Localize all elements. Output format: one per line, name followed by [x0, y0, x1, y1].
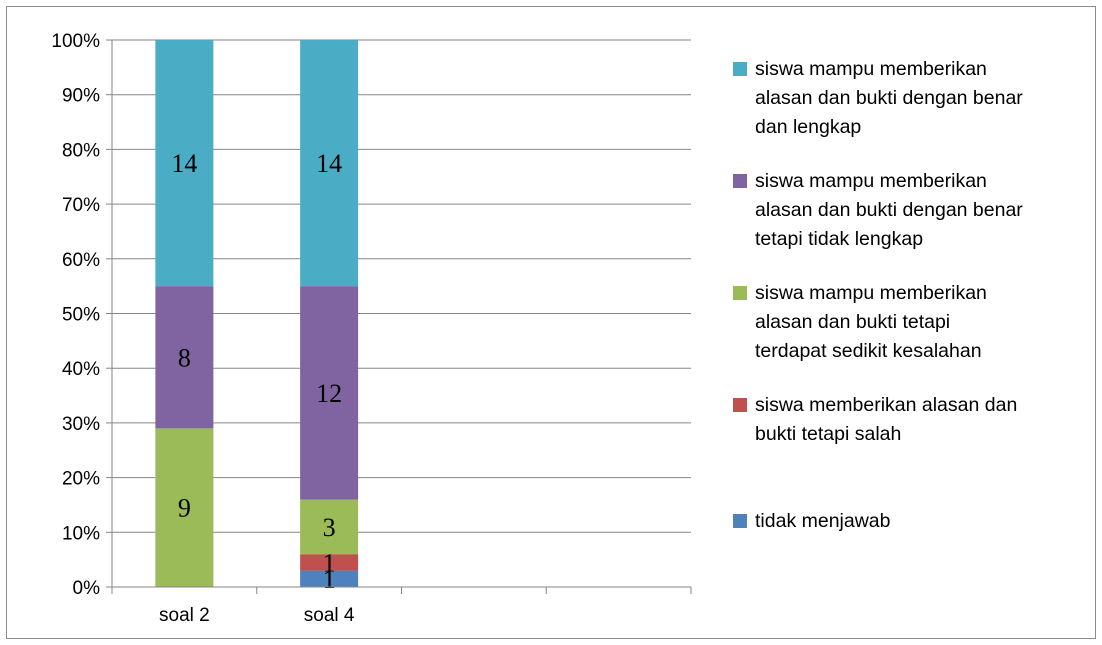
legend-swatch — [733, 62, 747, 76]
legend-label: dan lengkap — [755, 116, 861, 138]
bar-segment — [300, 570, 359, 587]
legend-label: tidak menjawab — [755, 510, 891, 532]
bar-segment — [300, 554, 359, 571]
y-tick-label: 90% — [62, 86, 100, 107]
y-tick-label: 80% — [62, 140, 100, 161]
legend-label: tetapi tidak lengkap — [755, 228, 923, 250]
y-tick-label: 70% — [62, 195, 100, 216]
legend-label: alasan dan bukti tetapi — [755, 311, 950, 333]
legend: siswa mampu memberikan alasan dan bukti d… — [733, 58, 1023, 532]
data-label: 3 — [323, 513, 336, 542]
legend-swatch — [733, 514, 747, 528]
data-label: 1 — [323, 548, 336, 577]
y-tick-label: 0% — [73, 578, 101, 599]
y-tick-label: 100% — [51, 31, 100, 52]
y-tick-label: 40% — [62, 359, 100, 380]
bar-segment — [300, 286, 359, 500]
bar-segment — [155, 428, 214, 587]
y-tick-label: 50% — [62, 305, 100, 326]
bar-segment — [155, 40, 214, 287]
y-tick-label: 30% — [62, 414, 100, 435]
legend-swatch — [733, 398, 747, 412]
legend-label: siswa mampu memberikan — [755, 282, 987, 304]
bar-segment — [300, 499, 359, 555]
legend-swatch — [733, 174, 747, 188]
legend-swatch — [733, 286, 747, 300]
y-tick-label: 60% — [62, 250, 100, 271]
x-tick-label: soal 2 — [159, 605, 210, 626]
legend-label: bukti tetapi salah — [755, 423, 901, 445]
data-label: 8 — [178, 343, 191, 372]
data-label: 12 — [316, 379, 342, 408]
axes — [106, 39, 692, 594]
legend-label: siswa mampu memberikan — [755, 58, 987, 80]
bar-segment — [155, 286, 214, 429]
legend-label: alasan dan bukti dengan benar — [755, 199, 1023, 221]
y-tick-label: 10% — [62, 523, 100, 544]
tick-labels: 0% 10% 20% 30% 40% 50% 60% 70% 80% 90% 100% soal 2 s… — [51, 31, 355, 626]
bar-segment — [300, 40, 359, 287]
data-label: 14 — [316, 149, 342, 178]
x-tick-label: soal 4 — [304, 605, 355, 626]
data-label: 9 — [178, 494, 191, 523]
legend-label: terdapat sedikit kesalahan — [755, 340, 982, 362]
data-label: 14 — [171, 149, 197, 178]
legend-label: siswa mampu memberikan — [755, 170, 987, 192]
y-tick-label: 20% — [62, 469, 100, 490]
legend-label: alasan dan bukti dengan benar — [755, 87, 1023, 109]
legend-label: siswa memberikan alasan dan — [755, 394, 1017, 416]
